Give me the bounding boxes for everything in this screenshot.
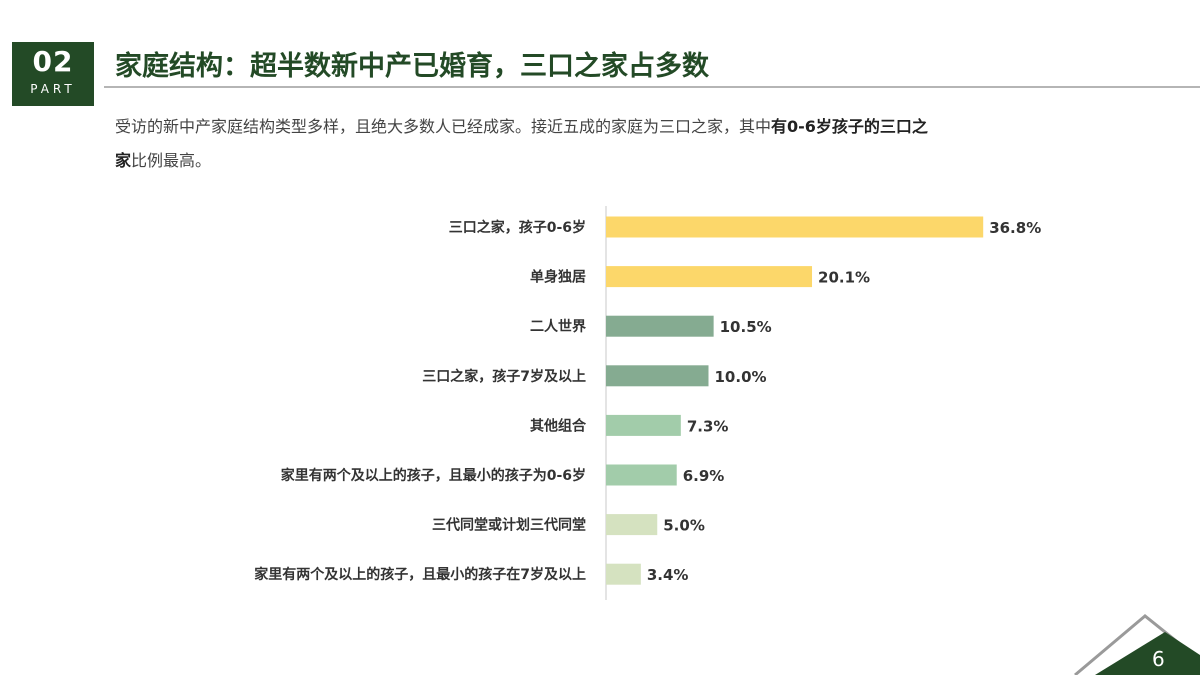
description-bold-1: 有0-6岁孩子的三口之 — [771, 117, 928, 136]
data-label: 3.4% — [647, 566, 689, 584]
category-label: 二人世界 — [530, 318, 587, 335]
data-label: 10.0% — [715, 368, 767, 386]
data-label: 36.8% — [989, 219, 1041, 237]
category-label: 家里有两个及以上的孩子，且最小的孩子为0-6岁 — [281, 467, 586, 484]
category-label: 单身独居 — [530, 269, 586, 286]
description-tail: 比例最高。 — [131, 151, 212, 170]
bar — [606, 563, 641, 585]
description-bold-2: 家 — [115, 151, 132, 170]
category-label: 家里有两个及以上的孩子，且最小的孩子在7岁及以上 — [254, 566, 586, 583]
bar — [606, 414, 681, 436]
bar — [606, 365, 709, 387]
data-label: 7.3% — [687, 417, 729, 435]
data-label: 6.9% — [683, 467, 725, 485]
page-number: 6 — [1152, 647, 1165, 671]
page-title: 家庭结构：超半数新中产已婚育，三口之家占多数 — [115, 51, 709, 82]
bar-chart: 三口之家，孩子0-6岁 36.8% 单身独居 20.1% 二人世界 10.5% 三口之家，孩… — [254, 206, 1041, 600]
data-label: 10.5% — [720, 318, 772, 336]
category-label: 三代同堂或计划三代同堂 — [432, 517, 586, 534]
part-word: PART — [30, 82, 76, 96]
bar — [606, 266, 813, 288]
category-label: 其他组合 — [530, 417, 587, 434]
title-divider — [104, 86, 1200, 88]
data-label: 5.0% — [663, 517, 705, 535]
data-label: 20.1% — [818, 269, 870, 287]
bar — [606, 514, 658, 536]
bar — [606, 464, 677, 486]
part-badge: 02 PART — [12, 42, 94, 106]
category-label: 三口之家，孩子0-6岁 — [449, 219, 586, 236]
category-label: 三口之家，孩子7岁及以上 — [422, 368, 586, 385]
bar — [606, 315, 714, 337]
corner-decoration: 6 — [1074, 614, 1200, 675]
description-text: 受访的新中产家庭结构类型多样，且绝大多数人已经成家。接近五成的家庭为三口之家，其… — [115, 110, 1155, 178]
bar — [606, 216, 984, 238]
corner-triangle — [1095, 632, 1200, 675]
description-plain: 受访的新中产家庭结构类型多样，且绝大多数人已经成家。接近五成的家庭为三口之家，其… — [115, 117, 772, 136]
part-number: 02 — [32, 45, 74, 78]
